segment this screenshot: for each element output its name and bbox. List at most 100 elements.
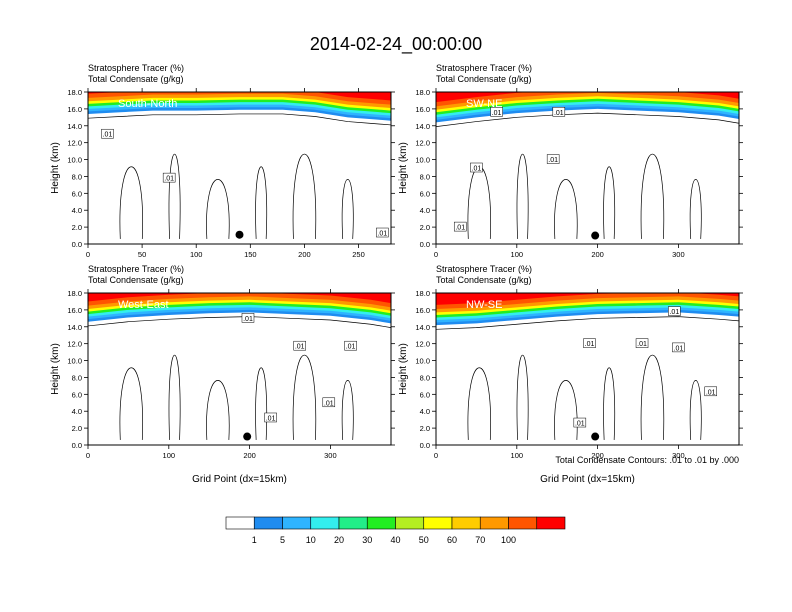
colorbar-swatch xyxy=(282,516,312,530)
svg-text:.01: .01 xyxy=(585,341,595,348)
tracer-band xyxy=(436,92,739,103)
plot-frame xyxy=(87,292,392,446)
colorbar-swatch xyxy=(536,516,566,530)
contour-label: .01 xyxy=(635,338,649,348)
x-axis-label: Grid Point (dx=15km) xyxy=(540,474,635,485)
condensate-contour xyxy=(341,380,354,440)
svg-text:.01: .01 xyxy=(455,225,465,232)
tracer-band xyxy=(436,293,739,305)
colorbar-swatch xyxy=(451,516,481,530)
y-tick-label: 0.0 xyxy=(420,240,430,249)
plot-area xyxy=(88,293,391,445)
x-tick-label: 100 xyxy=(190,250,203,259)
contour-label: .01 xyxy=(490,107,503,117)
panel-header-tracer: Stratosphere Tracer (%) xyxy=(88,264,184,274)
y-tick-label: 2.0 xyxy=(72,424,82,433)
condensate-contour xyxy=(206,380,230,440)
condensate-contour xyxy=(516,153,529,239)
contour-label: .01 xyxy=(672,342,685,352)
contour-label: .01 xyxy=(376,227,389,238)
plot-background xyxy=(88,293,391,445)
condensate-contour xyxy=(119,166,144,239)
tracer-band xyxy=(88,293,391,304)
y-tick-label: 12.0 xyxy=(67,139,82,148)
condensate-contour xyxy=(689,179,702,239)
tracer-band xyxy=(88,293,391,308)
y-tick-label: 14.0 xyxy=(415,122,430,131)
panel-header-tracer: Stratosphere Tracer (%) xyxy=(436,63,532,73)
plot-area xyxy=(88,92,391,244)
y-tick-label: 12.0 xyxy=(67,340,82,349)
panel-header-tracer: Stratosphere Tracer (%) xyxy=(436,264,532,274)
svg-text:.01: .01 xyxy=(706,389,716,396)
x-tick-label: 100 xyxy=(511,250,524,259)
condensate-contour xyxy=(255,166,268,239)
y-tick-label: 16.0 xyxy=(67,105,82,114)
colorbar-swatch xyxy=(310,516,340,530)
colorbar-swatch xyxy=(423,516,453,530)
svg-text:.01: .01 xyxy=(548,157,558,164)
panel-header-condensate: Total Condensate (g/kg) xyxy=(436,275,532,285)
y-tick-label: 0.0 xyxy=(72,240,82,249)
colorbar-swatch xyxy=(479,516,509,530)
y-tick-label: 4.0 xyxy=(420,407,430,416)
y-tick-label: 18.0 xyxy=(67,88,82,97)
x-tick-label: 100 xyxy=(511,451,524,460)
plot-area xyxy=(436,92,739,244)
x-tick-label: 200 xyxy=(591,250,604,259)
y-tick-label: 8.0 xyxy=(420,172,430,181)
y-tick-label: 2.0 xyxy=(72,223,82,232)
x-tick-label: 200 xyxy=(591,451,604,460)
svg-text:.01: .01 xyxy=(472,166,482,173)
panels-group: 0.0 2.0 4.0 6.0 8.0 10.0 12.0 14.0 16.0 18.0 0 50 10… xyxy=(50,63,743,485)
y-tick-label: 18.0 xyxy=(415,88,430,97)
panel-direction-label: NW-SE xyxy=(466,299,502,311)
x-tick-label: 200 xyxy=(243,451,256,460)
y-tick-label: 4.0 xyxy=(72,407,82,416)
svg-text:.01: .01 xyxy=(554,110,564,117)
plot-area xyxy=(436,293,739,445)
colorbar-label: 50 xyxy=(419,535,429,545)
x-tick-label: 0 xyxy=(434,451,438,460)
y-tick-label: 8.0 xyxy=(420,373,430,382)
tracer-band xyxy=(88,92,391,101)
condensate-contour xyxy=(603,367,616,440)
x-tick-label: 300 xyxy=(324,451,337,460)
y-tick-label: 6.0 xyxy=(420,189,430,198)
y-tick-label: 12.0 xyxy=(415,139,430,148)
y-axis-label: Height (km) xyxy=(398,343,409,395)
x-tick-label: 0 xyxy=(86,250,90,259)
panel-header-condensate: Total Condensate (g/kg) xyxy=(88,74,184,84)
condensate-contour xyxy=(119,367,144,440)
y-tick-label: 6.0 xyxy=(72,390,82,399)
condensate-contour xyxy=(292,154,317,239)
panel-4: 0.0 2.0 4.0 6.0 8.0 10.0 12.0 14.0 16.0 18.0 0 100 2… xyxy=(398,264,743,485)
condensate-contour xyxy=(436,112,739,127)
contour-label: .01 xyxy=(546,154,560,164)
y-tick-label: 14.0 xyxy=(67,323,82,332)
y-tick-label: 16.0 xyxy=(415,105,430,114)
x-tick-label: 300 xyxy=(672,451,685,460)
tracer-band xyxy=(88,92,391,105)
y-axis-label: Height (km) xyxy=(398,142,409,194)
condensate-contour xyxy=(603,166,616,239)
condensate-contour xyxy=(88,113,391,126)
condensate-contour xyxy=(168,354,181,440)
y-tick-label: 12.0 xyxy=(415,340,430,349)
y-axis-label: Height (km) xyxy=(50,343,61,395)
condensate-contour xyxy=(255,367,268,440)
location-marker xyxy=(235,230,244,239)
y-tick-label: 14.0 xyxy=(415,323,430,332)
contour-label: .01 xyxy=(453,221,467,232)
svg-text:.01: .01 xyxy=(669,309,679,316)
svg-text:.01: .01 xyxy=(103,132,113,139)
svg-text:.01: .01 xyxy=(377,231,387,238)
contour-label: .01 xyxy=(470,162,483,173)
condensate-contour xyxy=(640,154,665,239)
contour-label: .01 xyxy=(162,172,176,183)
x-tick-label: 250 xyxy=(352,250,365,259)
svg-text:.01: .01 xyxy=(266,415,276,422)
svg-text:.01: .01 xyxy=(637,341,647,348)
x-axis-label: Grid Point (dx=15km) xyxy=(192,474,287,485)
location-marker xyxy=(591,432,600,441)
